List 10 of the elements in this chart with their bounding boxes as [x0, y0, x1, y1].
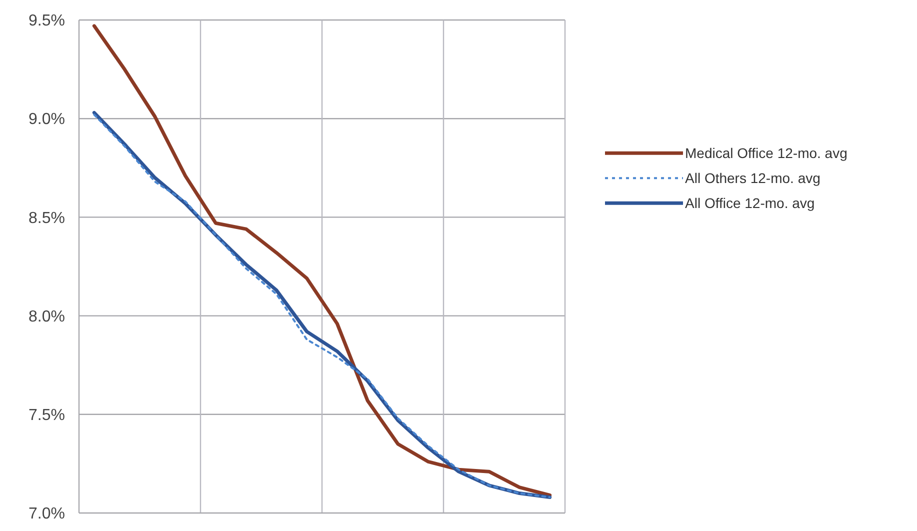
text: Medical Office 12-mo. avg [685, 145, 848, 162]
text: All Others 12-mo. avg [685, 170, 820, 186]
y-tick-label: 9.0% [28, 111, 65, 128]
y-tick-label: 7.0% [28, 506, 65, 523]
text: All Office 12-mo. avg [685, 195, 815, 212]
y-tick-label: 7.5% [28, 407, 65, 424]
line-series [92, 24, 552, 497]
y-tick-label: 8.5% [28, 210, 65, 227]
y-tick-label: 8.0% [28, 308, 65, 326]
y-tick-label: 9.5% [28, 12, 65, 30]
